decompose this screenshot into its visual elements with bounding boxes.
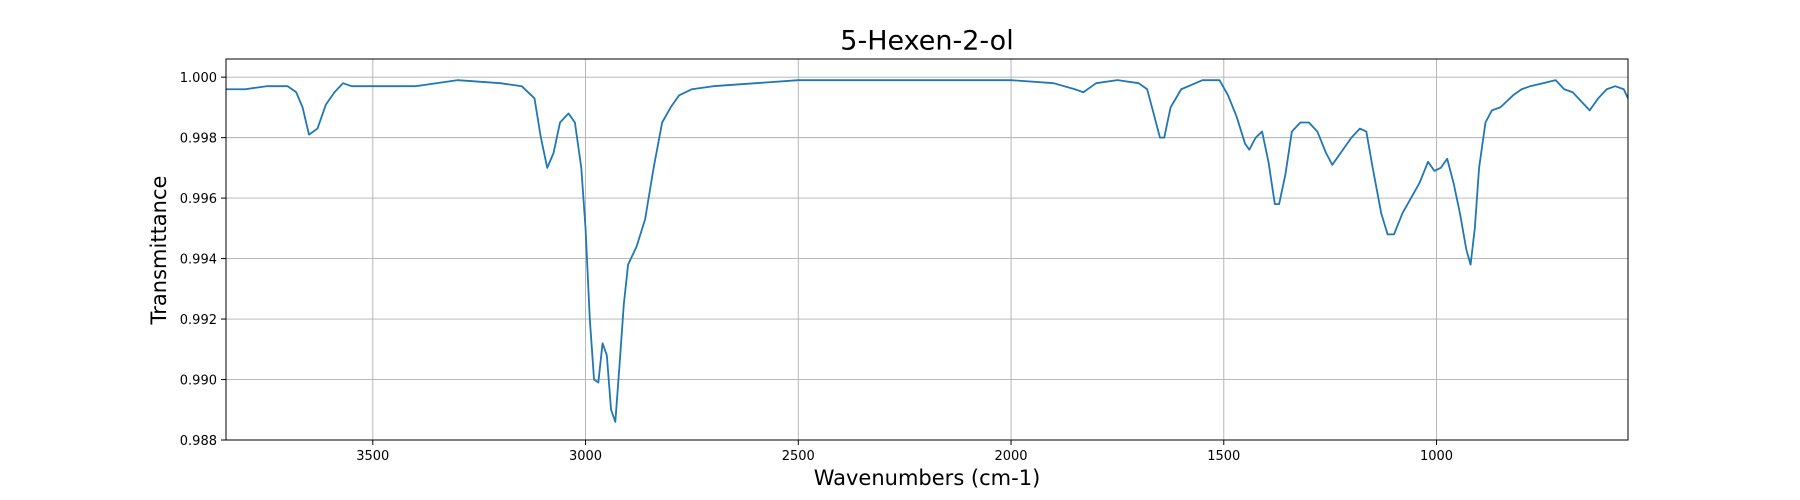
plot-frame bbox=[225, 58, 1629, 441]
x-tick-label: 1500 bbox=[1207, 449, 1240, 464]
chart-title: 5-Hexen-2-ol bbox=[840, 26, 1013, 57]
y-tick-label: 0.990 bbox=[180, 374, 217, 389]
y-tick-label: 0.996 bbox=[180, 192, 217, 207]
x-tick-label: 1000 bbox=[1420, 449, 1453, 464]
y-tick-label: 1.000 bbox=[180, 71, 217, 86]
x-tick-label: 3000 bbox=[569, 449, 602, 464]
y-tick-label: 0.998 bbox=[180, 132, 217, 147]
y-tick-label: 0.994 bbox=[180, 253, 217, 268]
y-tick-label: 0.992 bbox=[180, 313, 217, 328]
y-tick-label: 0.988 bbox=[180, 434, 217, 449]
y-axis-label: Transmittance bbox=[147, 176, 171, 326]
x-tick-label: 2000 bbox=[994, 449, 1027, 464]
x-axis-label: Wavenumbers (cm-1) bbox=[814, 466, 1041, 490]
x-tick-label: 2500 bbox=[782, 449, 815, 464]
spectrum-line bbox=[226, 79, 1628, 423]
x-tick-label: 3500 bbox=[356, 449, 389, 464]
